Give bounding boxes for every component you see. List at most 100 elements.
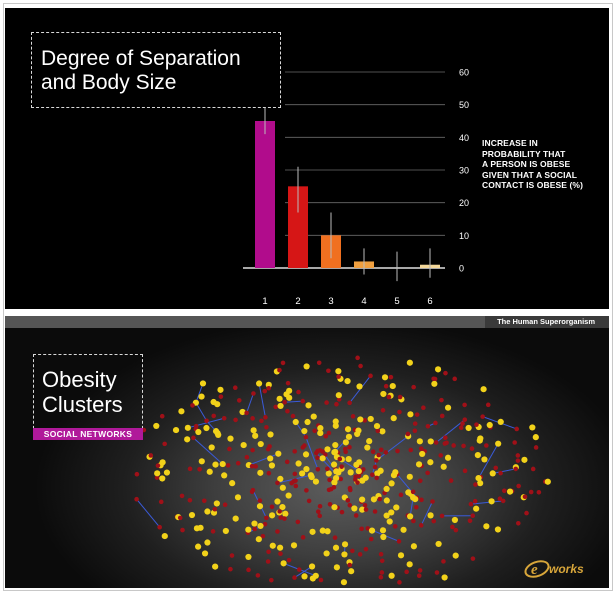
non-obese-node <box>412 428 418 434</box>
obese-node <box>529 424 536 431</box>
non-obese-node <box>530 466 536 472</box>
obese-node <box>229 480 236 487</box>
non-obese-node <box>359 526 364 532</box>
non-obese-node <box>410 489 416 495</box>
obese-node <box>330 461 338 468</box>
obese-node <box>274 498 281 505</box>
banner-title: The Human Superorganism <box>497 317 595 326</box>
non-obese-node <box>155 463 161 468</box>
obese-node <box>267 455 274 462</box>
non-obese-node <box>448 478 454 483</box>
obese-node <box>406 473 413 480</box>
non-obese-node <box>134 471 140 477</box>
obese-node <box>383 485 390 492</box>
non-obese-node <box>315 509 321 514</box>
non-obese-node <box>280 360 286 366</box>
y-axis-label-line: GIVEN THAT A SOCIAL <box>482 169 578 180</box>
obese-node <box>532 434 539 441</box>
obese-node <box>317 425 324 432</box>
obese-node <box>268 462 276 469</box>
obese-node <box>184 436 191 443</box>
obese-node <box>332 422 339 429</box>
y-tick-label: 0 <box>459 264 464 274</box>
obese-node <box>359 506 366 513</box>
non-obese-node <box>327 501 333 507</box>
obese-node <box>219 460 226 468</box>
non-obese-node <box>502 488 507 494</box>
non-obese-node <box>266 385 271 391</box>
obese-node <box>347 469 354 476</box>
network-edge <box>246 393 254 414</box>
non-obese-node <box>157 524 163 530</box>
obese-node <box>221 472 228 479</box>
chart-title-line1: Degree of Separation <box>41 47 241 70</box>
obese-node <box>355 468 362 475</box>
bar-chart: 0 10 20 30 40 50 60 1 2 3 4 5 6 <box>243 68 469 307</box>
non-obese-node <box>368 536 374 542</box>
obese-node <box>323 550 330 557</box>
obese-node <box>431 380 438 387</box>
obese-node <box>388 509 395 516</box>
non-obese-node <box>327 477 332 483</box>
obese-node <box>212 563 219 570</box>
non-obese-node <box>282 399 287 405</box>
x-tick-label: 4 <box>361 296 366 307</box>
obese-node <box>304 418 311 426</box>
non-obese-node <box>285 408 290 414</box>
non-obese-node <box>379 570 385 575</box>
non-obese-node <box>470 556 476 561</box>
obese-node <box>332 448 339 455</box>
non-obese-node <box>411 384 416 390</box>
obese-node <box>303 363 310 370</box>
network-edge <box>136 498 161 528</box>
non-obese-node <box>148 453 154 458</box>
non-obese-node <box>442 441 448 446</box>
non-obese-node <box>433 420 438 426</box>
obese-node <box>435 540 442 548</box>
non-obese-node <box>396 539 402 544</box>
obese-node <box>474 451 481 459</box>
x-tick-label: 6 <box>427 296 432 307</box>
non-obese-node <box>324 400 329 405</box>
obese-node <box>344 426 352 433</box>
non-obese-node <box>296 567 302 572</box>
non-obese-node <box>383 450 389 455</box>
obese-node <box>268 512 276 519</box>
obese-node <box>427 438 434 445</box>
non-obese-node <box>358 363 363 369</box>
non-obese-node <box>515 453 521 458</box>
non-obese-node <box>355 355 360 361</box>
chart-panel: 0 10 20 30 40 50 60 1 2 3 4 5 6 Degree of Separation… <box>5 8 609 309</box>
non-obese-node <box>386 394 392 400</box>
watermark-swoosh-icon: e <box>524 560 550 578</box>
obese-node <box>495 440 502 447</box>
x-tick-label: 5 <box>394 296 399 307</box>
non-obese-node <box>264 424 269 430</box>
obese-node <box>256 503 264 510</box>
watermark-text: works <box>549 562 584 576</box>
non-obese-node <box>378 551 384 557</box>
non-obese-node <box>253 464 258 469</box>
obese-node <box>213 500 220 507</box>
obese-node <box>410 543 418 550</box>
non-obese-node <box>376 452 381 458</box>
obese-node <box>227 435 234 442</box>
obese-node <box>325 470 332 477</box>
non-obese-node <box>266 470 272 476</box>
non-obese-node <box>154 475 160 480</box>
obese-node <box>434 366 442 373</box>
obese-node <box>364 444 371 451</box>
obese-node <box>256 380 263 387</box>
non-obese-node <box>368 373 373 379</box>
obese-node <box>451 516 459 524</box>
obese-node <box>255 536 262 543</box>
obese-node <box>373 422 381 430</box>
non-obese-node <box>467 518 473 524</box>
network-edge <box>294 566 313 578</box>
non-obese-node <box>513 466 519 472</box>
non-obese-node <box>375 428 381 434</box>
obese-node <box>206 468 213 475</box>
obese-node <box>201 550 209 557</box>
non-obese-node <box>277 509 282 514</box>
cluster-title-line1: Obesity <box>42 367 117 392</box>
